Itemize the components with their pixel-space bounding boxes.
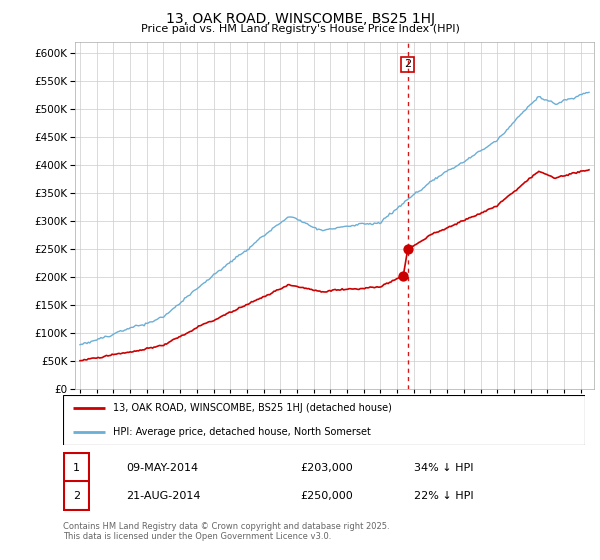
- Text: 22% ↓ HPI: 22% ↓ HPI: [414, 491, 473, 501]
- Point: [398, 271, 408, 280]
- Text: 21-AUG-2014: 21-AUG-2014: [126, 491, 200, 501]
- Text: HPI: Average price, detached house, North Somerset: HPI: Average price, detached house, Nort…: [113, 427, 370, 437]
- Text: 2: 2: [404, 59, 412, 69]
- Text: £250,000: £250,000: [300, 491, 353, 501]
- Text: 13, OAK ROAD, WINSCOMBE, BS25 1HJ: 13, OAK ROAD, WINSCOMBE, BS25 1HJ: [166, 12, 434, 26]
- Text: Contains HM Land Registry data © Crown copyright and database right 2025.
This d: Contains HM Land Registry data © Crown c…: [63, 522, 389, 542]
- Text: 13, OAK ROAD, WINSCOMBE, BS25 1HJ (detached house): 13, OAK ROAD, WINSCOMBE, BS25 1HJ (detac…: [113, 403, 391, 413]
- Text: 09-MAY-2014: 09-MAY-2014: [126, 463, 198, 473]
- Text: 1: 1: [73, 463, 80, 473]
- Text: 34% ↓ HPI: 34% ↓ HPI: [414, 463, 473, 473]
- Point: [403, 245, 413, 254]
- Text: £203,000: £203,000: [300, 463, 353, 473]
- Text: Price paid vs. HM Land Registry's House Price Index (HPI): Price paid vs. HM Land Registry's House …: [140, 24, 460, 34]
- Text: 2: 2: [73, 491, 80, 501]
